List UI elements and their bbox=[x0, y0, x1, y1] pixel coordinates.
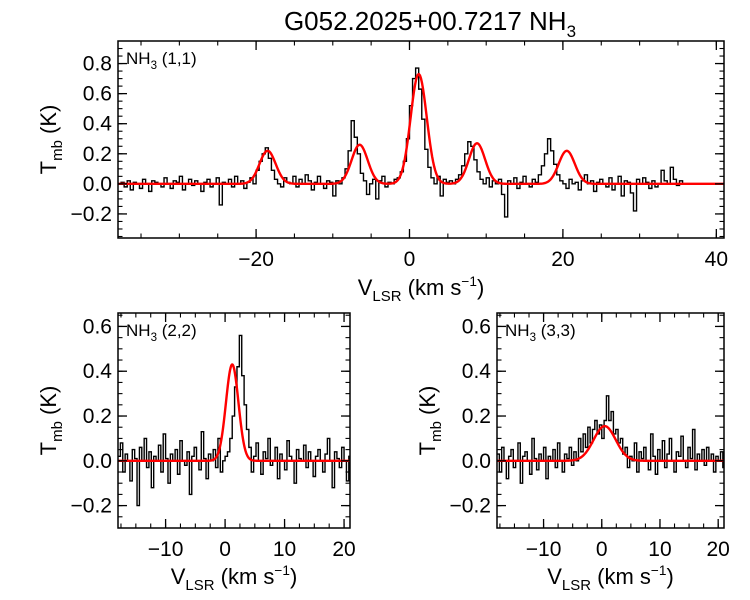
figure-title: G052.2025+00.7217 NH3 bbox=[284, 6, 576, 41]
x-tick-label: −10 bbox=[526, 538, 562, 561]
y-tick-label: 0.0 bbox=[462, 450, 491, 473]
x-tick-label: 20 bbox=[332, 538, 355, 561]
x-axis-label-sub: LSR bbox=[372, 288, 401, 305]
x-tick-label: 10 bbox=[648, 538, 671, 561]
panel-label-rest: (1,1) bbox=[157, 49, 197, 68]
x-tick-label: 20 bbox=[551, 248, 574, 271]
x-tick-label: 0 bbox=[219, 538, 231, 561]
y-axis-label-rest: (K) bbox=[36, 105, 61, 140]
panel-label-sub: 3 bbox=[151, 332, 157, 344]
x-tick-label: 0 bbox=[404, 248, 416, 271]
y-axis-label-main: T bbox=[36, 161, 61, 174]
y-tick-label: 0.2 bbox=[462, 405, 491, 428]
x-axis-label-main: V bbox=[358, 275, 373, 300]
y-tick-label: 0.4 bbox=[83, 360, 113, 383]
y-tick-label: −0.2 bbox=[450, 495, 491, 518]
y-axis-label-sub: mb bbox=[49, 421, 66, 442]
plot-frame bbox=[496, 312, 725, 529]
y-tick-label: 0.4 bbox=[83, 113, 113, 136]
y-tick-label: 0.8 bbox=[83, 53, 112, 76]
plot-frame bbox=[117, 40, 725, 239]
x-axis-label-sub: LSR bbox=[562, 577, 591, 594]
x-axis-label: VLSR (km s−1) bbox=[171, 563, 298, 594]
panel-label-main: NH bbox=[505, 321, 530, 340]
x-axis-label: VLSR (km s−1) bbox=[547, 563, 674, 594]
x-tick-label: −20 bbox=[238, 248, 274, 271]
x-tick-label: −10 bbox=[148, 538, 184, 561]
x-axis-label-sup: −1 bbox=[461, 274, 477, 289]
x-axis-label-sup: −1 bbox=[274, 563, 290, 578]
observed-spectrum-line bbox=[497, 395, 724, 484]
observed-spectrum-line bbox=[118, 67, 686, 218]
y-axis-label-rest: (K) bbox=[415, 386, 440, 421]
y-axis-label-main: T bbox=[36, 442, 61, 455]
y-axis-label: Tmb (K) bbox=[36, 386, 66, 456]
panel-label: NH3 (2,2) bbox=[126, 321, 197, 344]
panel-label-sub: 3 bbox=[530, 332, 536, 344]
x-axis-label-rest: (km s bbox=[591, 564, 651, 589]
panel-label-sub: 3 bbox=[151, 60, 157, 72]
x-axis-label-rest: (km s bbox=[215, 564, 275, 589]
y-axis-label-sub: mb bbox=[428, 421, 445, 442]
y-tick-label: 0.6 bbox=[83, 83, 112, 106]
panel-label-main: NH bbox=[126, 49, 151, 68]
panel-label-rest: (3,3) bbox=[536, 321, 576, 340]
y-axis-label: Tmb (K) bbox=[36, 105, 66, 175]
x-axis-label-sub: LSR bbox=[185, 577, 214, 594]
y-tick-label: −0.2 bbox=[71, 495, 112, 518]
gaussian-fit-line bbox=[118, 363, 350, 463]
x-axis-label-end: ) bbox=[666, 564, 673, 589]
panel-label-main: NH bbox=[126, 321, 151, 340]
y-axis-label-main: T bbox=[415, 442, 440, 455]
gaussian-fit-line bbox=[118, 72, 724, 186]
y-tick-label: 0.4 bbox=[462, 360, 492, 383]
x-tick-label: 0 bbox=[596, 538, 608, 561]
y-tick-label: 0.0 bbox=[83, 173, 112, 196]
y-tick-label: 0.2 bbox=[83, 405, 112, 428]
y-axis-label: Tmb (K) bbox=[415, 386, 445, 456]
panel-label-rest: (2,2) bbox=[157, 321, 197, 340]
y-axis-label-sub: mb bbox=[49, 140, 66, 161]
y-axis-label-rest: (K) bbox=[36, 386, 61, 421]
x-tick-label: 10 bbox=[273, 538, 296, 561]
x-axis-label-main: V bbox=[547, 564, 562, 589]
figure-title-sub: 3 bbox=[567, 22, 576, 41]
x-tick-label: 20 bbox=[706, 538, 729, 561]
panel-label: NH3 (3,3) bbox=[505, 321, 576, 344]
x-axis-label-end: ) bbox=[477, 275, 484, 300]
x-tick-label: 40 bbox=[705, 248, 728, 271]
figure-title-main: G052.2025+00.7217 NH bbox=[284, 6, 567, 36]
panel-nh3-11: −20 0 20 40 −0.2 0.0 0.2 0.4 0.6 0.8 NH3 (1,1) VLSR… bbox=[36, 40, 728, 305]
x-axis-label-end: ) bbox=[290, 564, 297, 589]
y-tick-label: 0.6 bbox=[462, 315, 491, 338]
observed-spectrum-line bbox=[118, 334, 350, 507]
y-tick-label: −0.2 bbox=[71, 203, 112, 226]
y-tick-label: 0.6 bbox=[83, 315, 112, 338]
x-axis-label: VLSR (km s−1) bbox=[358, 274, 485, 305]
y-tick-label: 0.0 bbox=[83, 450, 112, 473]
y-tick-label: 0.2 bbox=[83, 143, 112, 166]
plot-frame bbox=[117, 312, 351, 529]
panel-nh3-22: −10 0 10 20 −0.2 0.0 0.2 0.4 0.6 NH3 (2,2) VLSR (k… bbox=[36, 312, 356, 594]
panel-nh3-33: −10 0 10 20 −0.2 0.0 0.2 0.4 0.6 NH3 (3,3) VLSR (k… bbox=[415, 312, 730, 594]
x-axis-label-sup: −1 bbox=[651, 563, 667, 578]
x-axis-label-rest: (km s bbox=[402, 275, 462, 300]
x-axis-label-main: V bbox=[171, 564, 186, 589]
panel-label: NH3 (1,1) bbox=[126, 49, 197, 72]
gaussian-fit-line bbox=[497, 424, 724, 463]
